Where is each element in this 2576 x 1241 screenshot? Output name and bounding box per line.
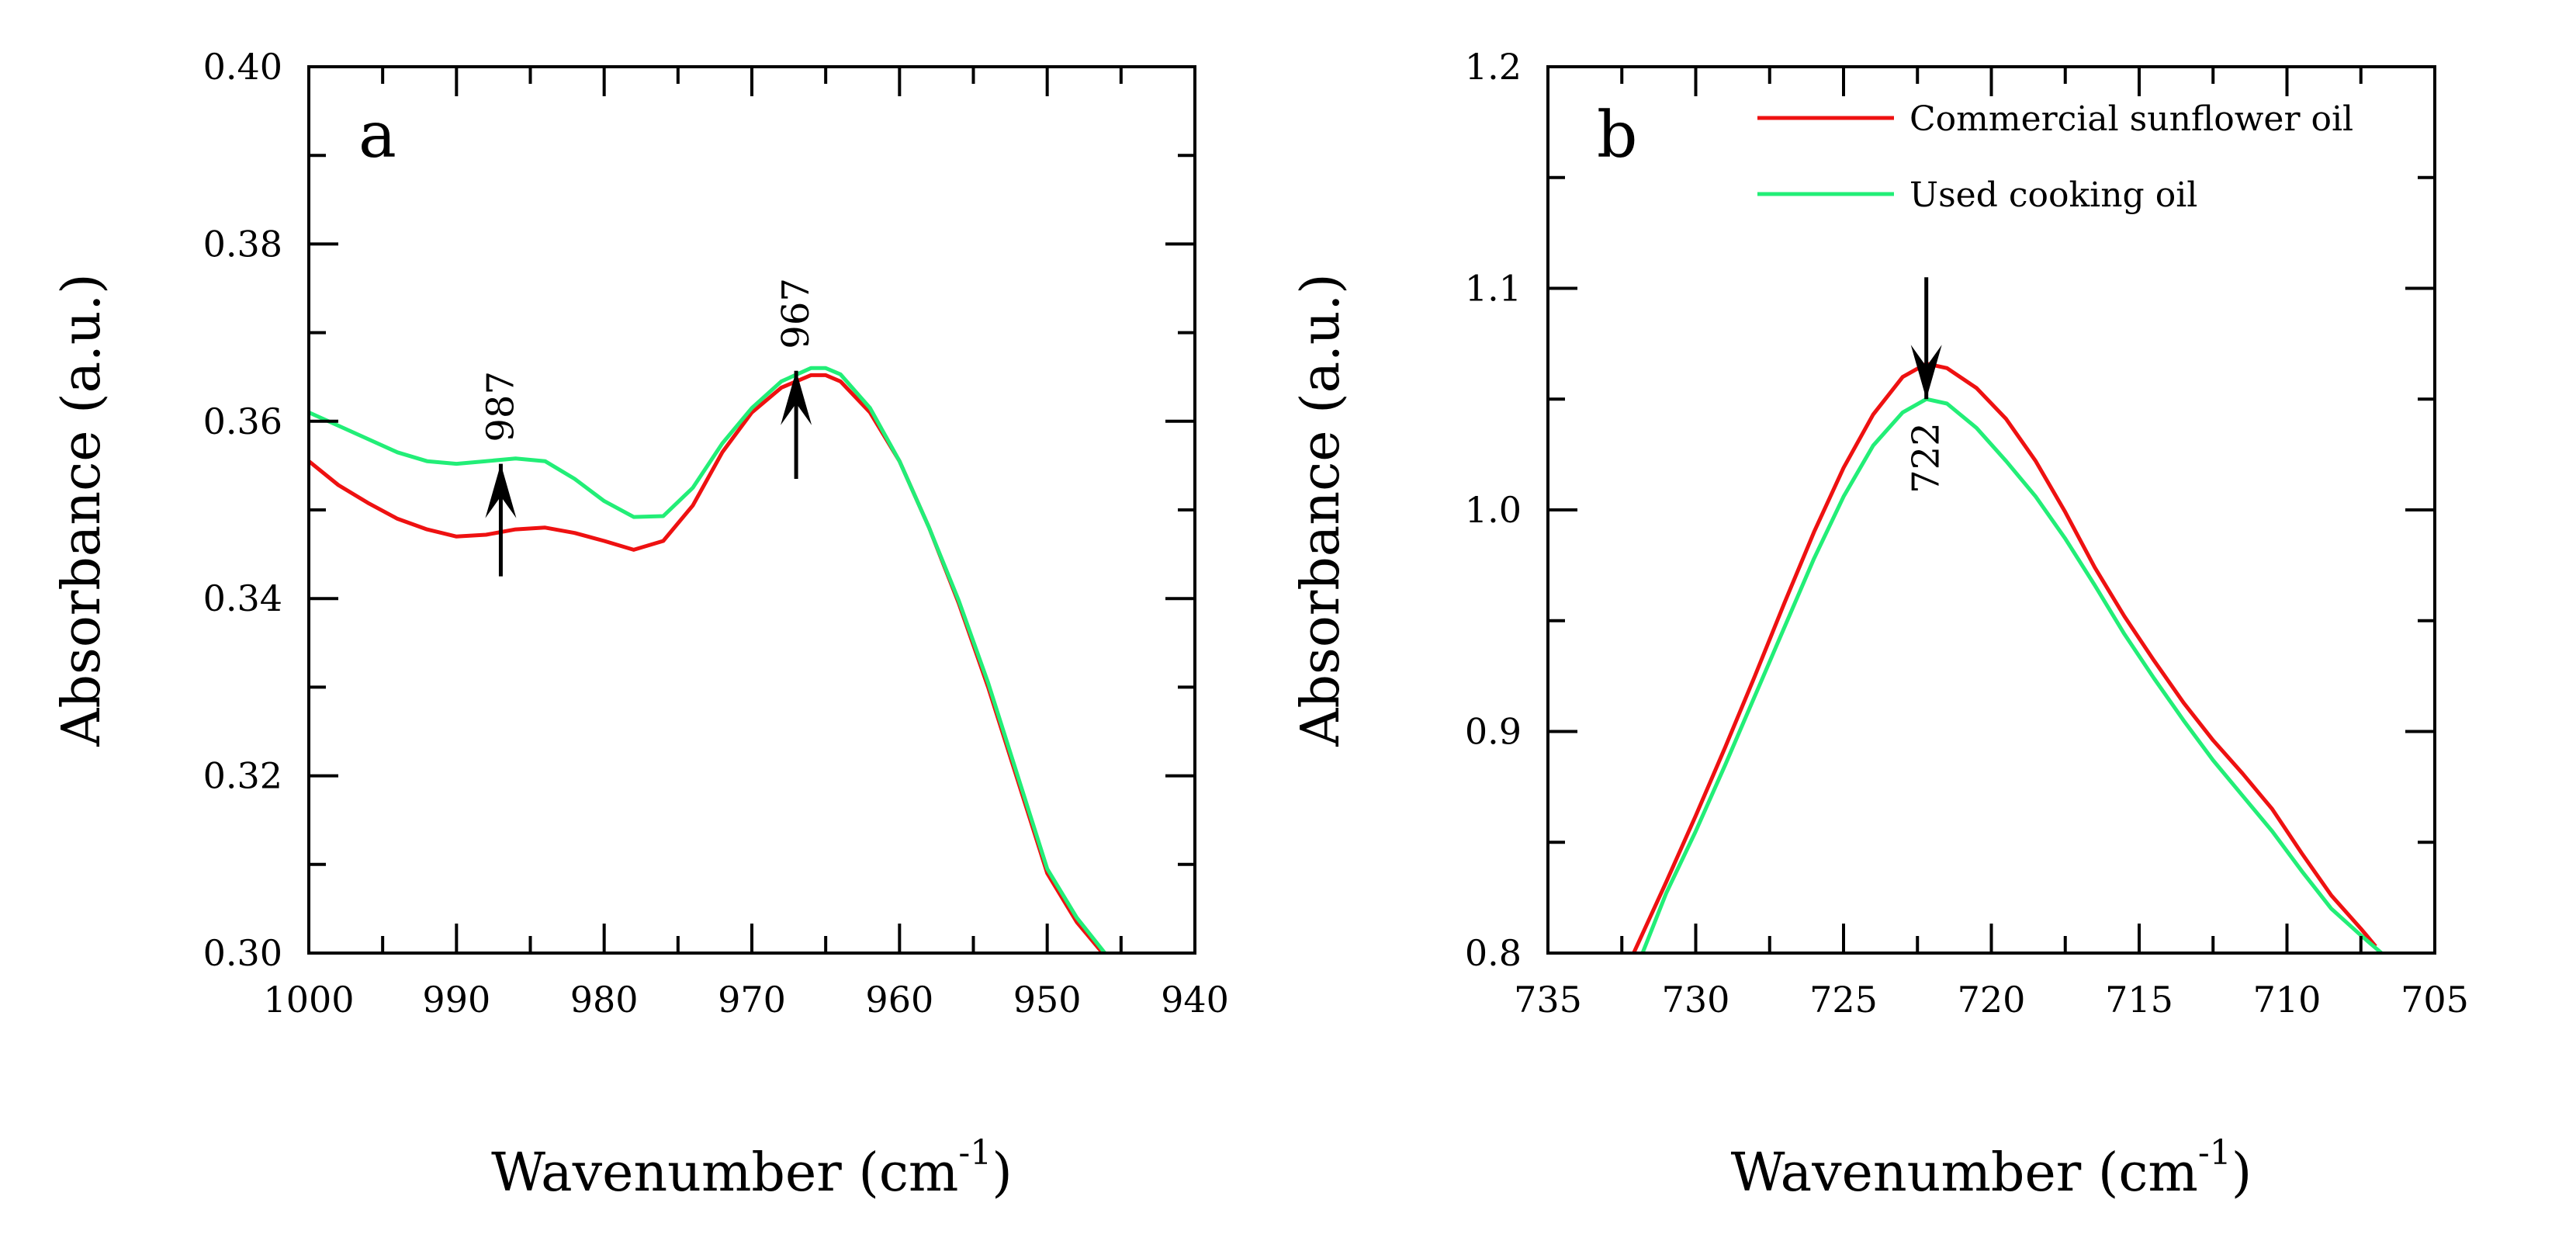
panel-a-series-line-2 — [309, 366, 1108, 953]
annotation-label-987: 987 — [479, 371, 522, 442]
panel-b-chart: 735 730 725 720 715 710 705 0.8 0.9 1.0 1.1 1.2 Wave… — [1290, 46, 2469, 1204]
panel-a-x-axis-title: Wavenumber (cm-1) — [491, 1133, 1013, 1204]
panel-a-x-tick-label: 990 — [422, 979, 490, 1021]
panel-a-y-tick-label: 0.38 — [203, 223, 282, 265]
panel-b-series-line-1 — [1632, 362, 2377, 953]
panel-a-y-tick-label: 0.34 — [203, 577, 282, 619]
panel-a-y-axis-title: Absorbance (a.u.) — [51, 273, 113, 747]
panel-b-series-line-2 — [1640, 397, 2384, 953]
panel-a-y-tick-label: 0.32 — [203, 755, 282, 797]
panel-a-x-tick-label: 940 — [1161, 979, 1229, 1021]
annotation-label-722: 722 — [1905, 422, 1948, 494]
legend-label-1: Commercial sunflower oil — [1909, 99, 2353, 139]
annotation-arrow-head — [1910, 345, 1942, 400]
panel-b-x-tick-label: 705 — [2401, 979, 2469, 1021]
panel-b-x-axis-title: Wavenumber (cm-1) — [1731, 1133, 2252, 1204]
panel-b-x-tick-label: 715 — [2105, 979, 2173, 1021]
panel-b-y-tick-label: 1.0 — [1465, 489, 1522, 531]
panel-a-x-tick-label: 960 — [865, 979, 933, 1021]
panel-a-y-tick-label: 0.40 — [203, 46, 282, 88]
panel-a-letter: a — [358, 99, 396, 172]
panel-b-x-tick-label: 720 — [1958, 979, 2026, 1021]
panel-b-y-tick-label: 1.1 — [1465, 268, 1522, 310]
annotation-label-967: 967 — [774, 278, 818, 349]
x-axis-title-superscript: -1 — [958, 1133, 992, 1173]
x-axis-title-text: Wavenumber (cm — [491, 1142, 958, 1204]
panel-a-x-tick-label: 980 — [570, 979, 639, 1021]
x-axis-title-superscript: -1 — [2198, 1133, 2231, 1173]
panel-a-chart: 1000 990 980 970 960 950 940 0.30 0.32 0.34 0.36 0.… — [51, 46, 1229, 1204]
panel-b-x-tick-label: 710 — [2253, 979, 2322, 1021]
panel-a-y-tick-label: 0.36 — [203, 400, 282, 442]
panel-a-y-tick-label: 0.30 — [203, 932, 282, 974]
panel-a-plot-frame — [307, 65, 1196, 955]
panel-b-y-tick-label: 0.8 — [1465, 932, 1522, 974]
panel-b-y-axis-title: Absorbance (a.u.) — [1290, 273, 1352, 747]
panel-b-x-tick-label: 735 — [1514, 979, 1582, 1021]
x-axis-title-close: ) — [992, 1142, 1013, 1204]
panel-a-x-tick-label: 1000 — [263, 979, 354, 1021]
x-axis-title-text: Wavenumber (cm — [1731, 1142, 2198, 1204]
legend-label-2: Used cooking oil — [1909, 175, 2197, 215]
panel-b-y-tick-label: 0.9 — [1465, 711, 1522, 753]
panel-b-letter: b — [1597, 99, 1638, 172]
annotation-arrow-head — [485, 463, 517, 518]
annotation-arrow-head — [781, 370, 812, 425]
panel-a-x-tick-label: 970 — [718, 979, 786, 1021]
panel-b-x-tick-label: 725 — [1809, 979, 1878, 1021]
panel-a-x-tick-label: 950 — [1013, 979, 1082, 1021]
x-axis-title-close: ) — [2231, 1142, 2252, 1204]
panel-b-y-tick-label: 1.2 — [1465, 46, 1522, 88]
panel-b-x-tick-label: 730 — [1662, 979, 1730, 1021]
